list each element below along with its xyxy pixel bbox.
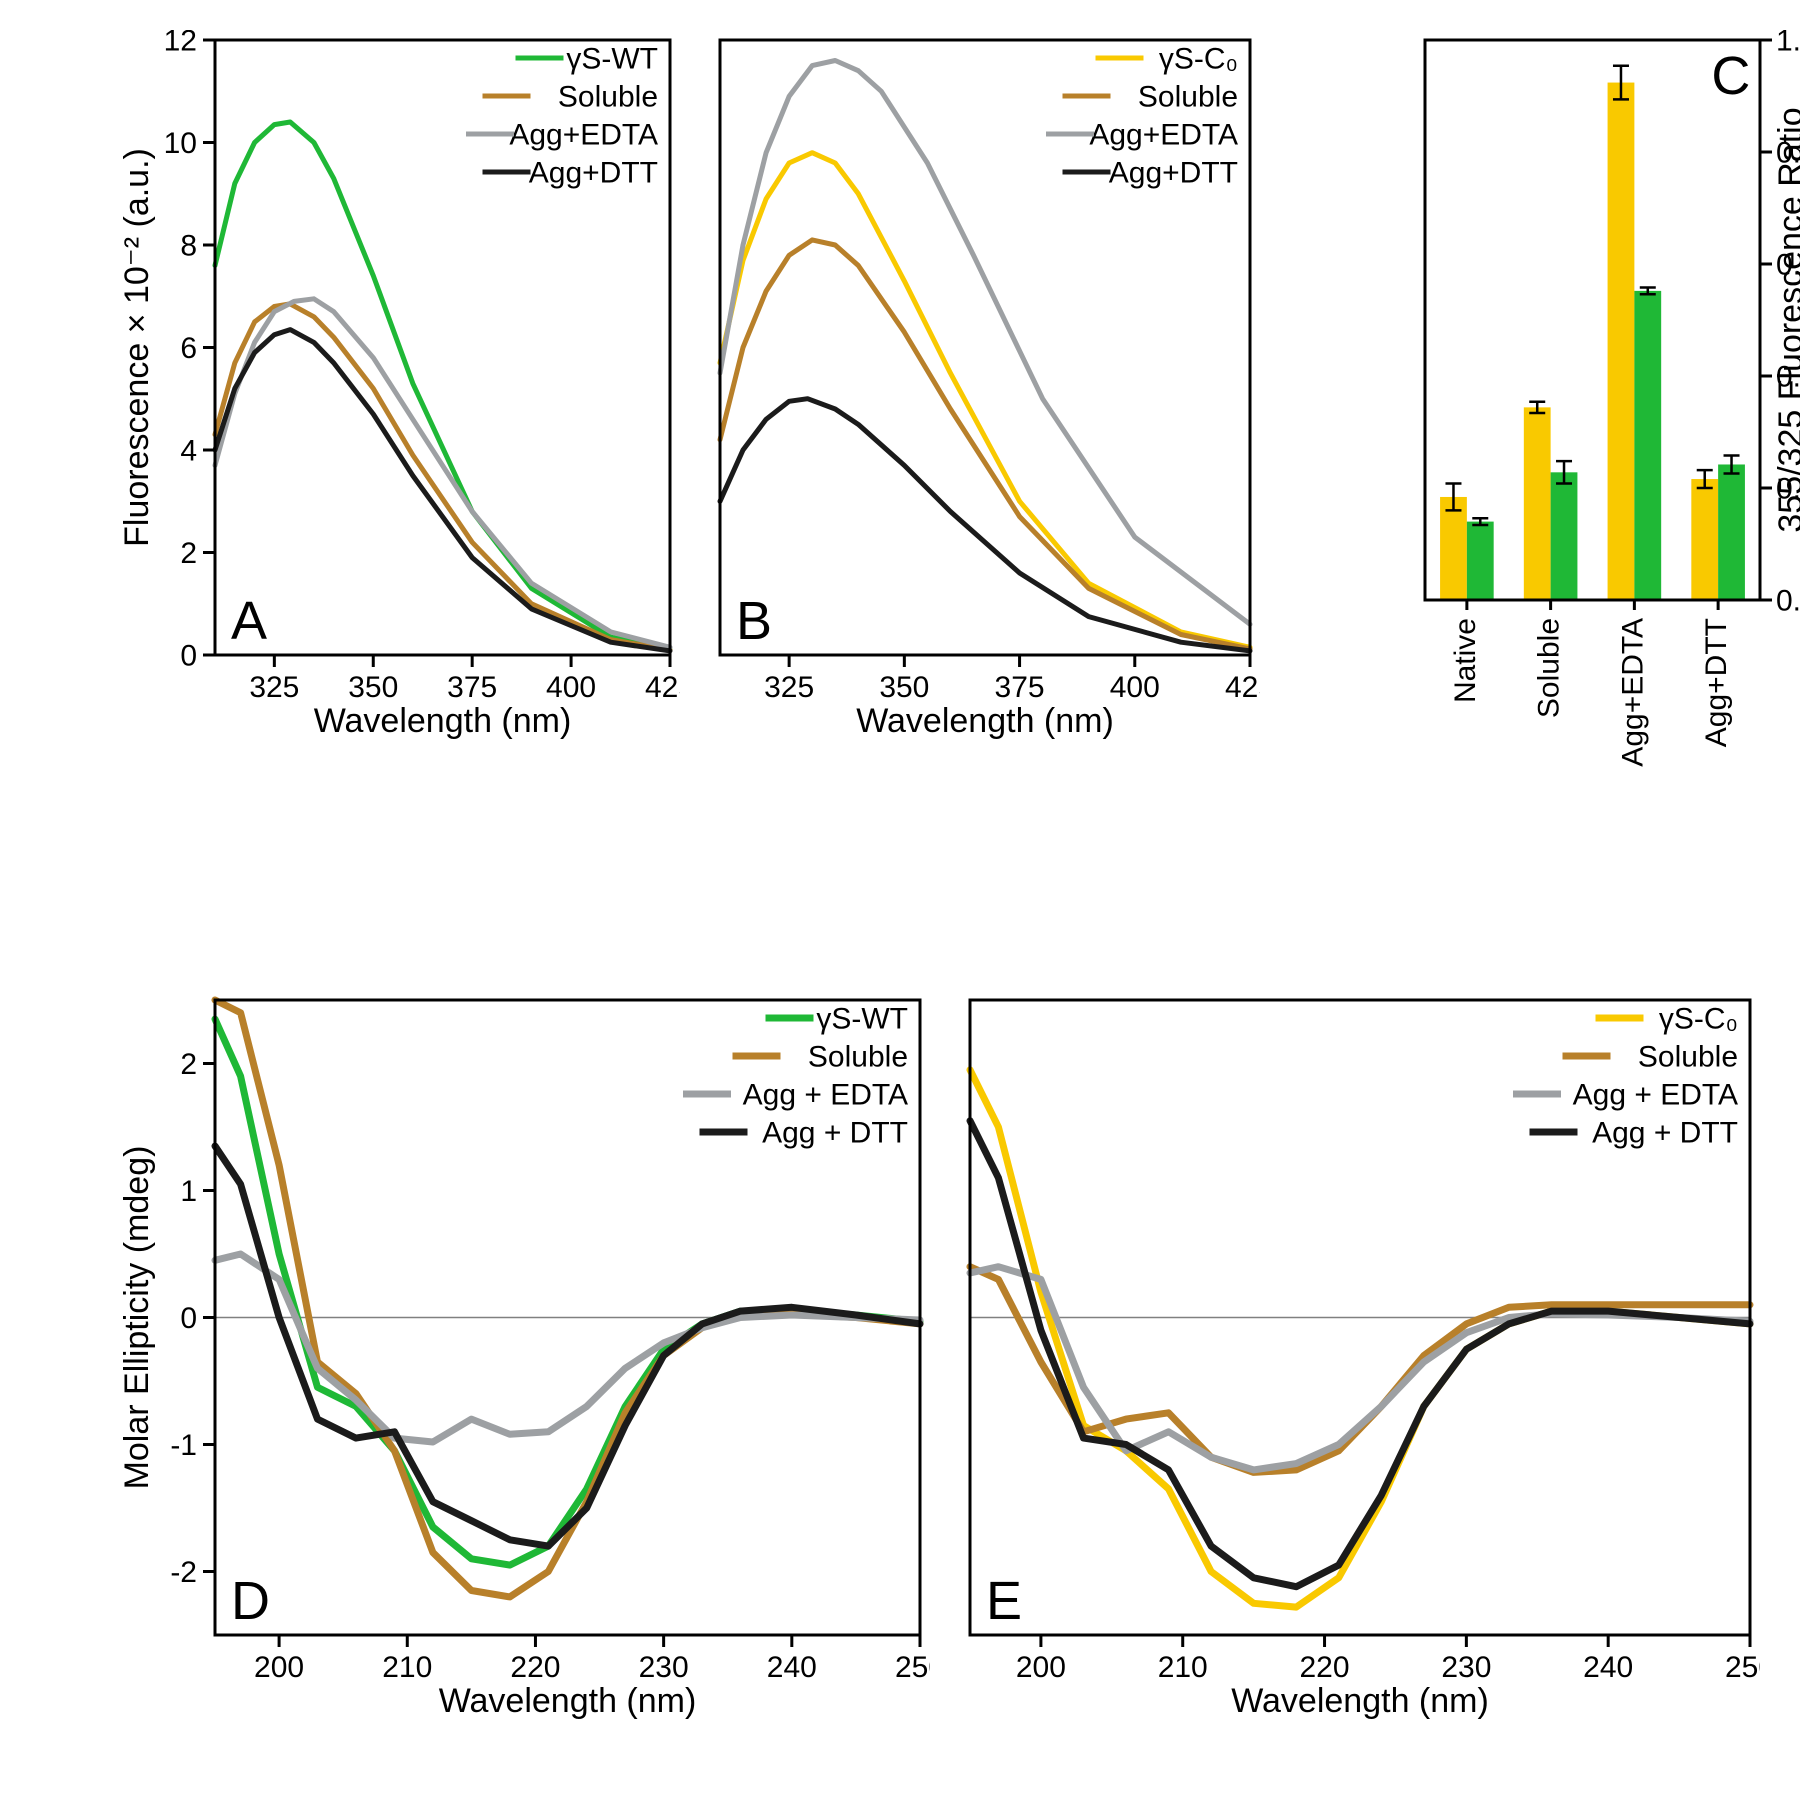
x-axis-label: Wavelength (nm) xyxy=(439,1682,697,1720)
panel-letter: A xyxy=(231,591,267,651)
ytick: 2 xyxy=(180,1048,197,1081)
series-dtt xyxy=(215,330,670,651)
legend-label: Agg+DTT xyxy=(1109,157,1238,190)
y-axis-label: 355/325 Fluorescence Ratio xyxy=(1772,107,1800,532)
xtick: 325 xyxy=(764,671,814,704)
legend-label: Agg + DTT xyxy=(1592,1117,1738,1150)
category-label: Agg+DTT xyxy=(1700,618,1733,747)
panel-E: 200 210 220 230 240 250 Wavelength (nm) γS-C₀ So… xyxy=(950,990,1760,1730)
panel-C: 0.50.60.70.80.91.0355/325 Fluorescence R… xyxy=(1340,30,1800,750)
bar-c0 xyxy=(1524,407,1551,600)
ytick: 0 xyxy=(180,1302,197,1335)
xtick: 210 xyxy=(382,1651,432,1684)
legend-label: γS-WT xyxy=(816,1003,908,1036)
xtick: 230 xyxy=(1441,1651,1491,1684)
panel-A: 325 350 375 400 425 0 2 4 6 8 10 12 Wavelength (nm) F… xyxy=(120,30,680,750)
x-axis-label: Wavelength (nm) xyxy=(314,702,572,740)
panel-letter: E xyxy=(986,1571,1022,1631)
ytick: 6 xyxy=(180,332,197,365)
legend-label: γS-C₀ xyxy=(1659,1003,1738,1036)
panel-B: 325 350 375 400 425 Wavelength (nm) γS-C₀ Solub… xyxy=(700,30,1260,750)
category-label: Soluble xyxy=(1533,618,1566,718)
legend-label: Soluble xyxy=(808,1041,908,1074)
xtick: 210 xyxy=(1158,1651,1208,1684)
category-label: Agg+EDTA xyxy=(1616,618,1649,767)
ytick: 10 xyxy=(164,127,197,160)
bar-wt xyxy=(1634,291,1661,600)
xtick: 220 xyxy=(510,1651,560,1684)
series-wt xyxy=(215,122,670,650)
xtick: 240 xyxy=(1583,1651,1633,1684)
series-dtt xyxy=(970,1121,1750,1587)
xtick: 425 xyxy=(645,671,680,704)
x-axis-label: Wavelength (nm) xyxy=(1231,1682,1489,1720)
series-soluble xyxy=(215,304,670,650)
bar-c0 xyxy=(1440,497,1467,600)
panel-letter: B xyxy=(736,591,772,651)
xtick: 250 xyxy=(1725,1651,1760,1684)
bar-wt xyxy=(1467,522,1494,600)
xtick: 375 xyxy=(447,671,497,704)
bar-wt xyxy=(1551,472,1578,600)
xtick: 350 xyxy=(879,671,929,704)
ytick: 12 xyxy=(164,30,197,58)
legend-label: Agg + EDTA xyxy=(1573,1079,1738,1112)
xtick: 400 xyxy=(1110,671,1160,704)
legend-label: Soluble xyxy=(558,81,658,114)
y-axis-label: Molar Ellipticity (mdeg) xyxy=(120,1146,156,1490)
xtick: 220 xyxy=(1300,1651,1350,1684)
ytick: 1 xyxy=(180,1175,197,1208)
ytick: 0 xyxy=(180,640,197,673)
legend-label: Soluble xyxy=(1638,1041,1738,1074)
ytick: 8 xyxy=(180,230,197,263)
legend-label: Agg+DTT xyxy=(529,157,658,190)
xtick: 200 xyxy=(1016,1651,1066,1684)
panel-D: 200 210 220 230 240 250 -2 -1 0 1 2 Wavelength (nm)… xyxy=(120,990,930,1730)
xtick: 230 xyxy=(639,1651,689,1684)
legend-label: Soluble xyxy=(1138,81,1238,114)
xtick: 250 xyxy=(895,1651,930,1684)
series-soluble xyxy=(720,240,1250,649)
ytick: -1 xyxy=(170,1429,197,1462)
xtick: 240 xyxy=(767,1651,817,1684)
bar-wt xyxy=(1718,464,1745,600)
series-edta xyxy=(215,1254,920,1442)
panel-letter: C xyxy=(1711,46,1750,106)
legend: γS-WT Soluble Agg + EDTA Agg + DTT xyxy=(683,1003,908,1150)
xtick: 200 xyxy=(254,1651,304,1684)
series-dtt xyxy=(215,1146,920,1546)
legend-label: γS-C₀ xyxy=(1159,43,1238,76)
legend-label: Agg+EDTA xyxy=(509,119,658,152)
bar-c0 xyxy=(1691,479,1718,600)
ytick: 1.0 xyxy=(1776,25,1800,58)
category-label: Native xyxy=(1449,618,1482,703)
legend: γS-C₀ Soluble Agg + EDTA Agg + DTT xyxy=(1513,1003,1738,1150)
ytick: -2 xyxy=(170,1556,197,1589)
x-axis-label: Wavelength (nm) xyxy=(856,702,1114,740)
xtick: 325 xyxy=(249,671,299,704)
xtick: 375 xyxy=(995,671,1045,704)
y-axis-label: Fluorescence × 10⁻² (a.u.) xyxy=(120,148,156,547)
xtick: 425 xyxy=(1225,671,1260,704)
legend: γS-WT Soluble Agg+EDTA Agg+DTT xyxy=(466,43,658,190)
legend: γS-C₀ Soluble Agg+EDTA Agg+DTT xyxy=(1046,43,1238,190)
xtick: 400 xyxy=(546,671,596,704)
series-edta xyxy=(215,299,670,648)
legend-label: γS-WT xyxy=(566,43,658,76)
legend-label: Agg+EDTA xyxy=(1089,119,1238,152)
ytick: 2 xyxy=(180,537,197,570)
bar-c0 xyxy=(1608,83,1635,600)
ytick: 0.5 xyxy=(1776,585,1800,618)
xtick: 350 xyxy=(348,671,398,704)
ytick: 4 xyxy=(180,435,197,468)
panel-letter: D xyxy=(231,1571,270,1631)
legend-label: Agg + DTT xyxy=(762,1117,908,1150)
legend-label: Agg + EDTA xyxy=(743,1079,908,1112)
